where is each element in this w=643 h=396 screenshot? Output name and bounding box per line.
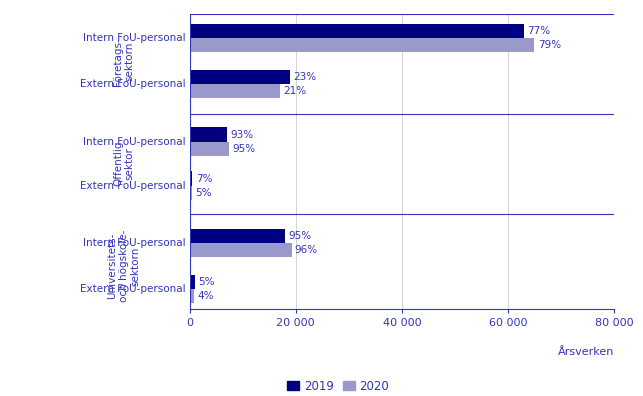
- Text: Intern FoU-personal: Intern FoU-personal: [83, 137, 185, 147]
- Text: 21%: 21%: [283, 86, 306, 96]
- Text: 5%: 5%: [195, 188, 212, 198]
- Text: Extern FoU-personal: Extern FoU-personal: [80, 79, 185, 89]
- Text: 5%: 5%: [198, 277, 214, 287]
- Text: 77%: 77%: [527, 26, 550, 36]
- Bar: [190, 84, 280, 98]
- Text: Intern FoU-personal: Intern FoU-personal: [83, 33, 185, 43]
- Bar: [190, 171, 192, 186]
- Text: Extern FoU-personal: Extern FoU-personal: [80, 284, 185, 294]
- Bar: [190, 141, 230, 156]
- Text: 23%: 23%: [294, 72, 317, 82]
- Text: 4%: 4%: [197, 291, 213, 301]
- Text: Universitets-
och högskole-
sektorn: Universitets- och högskole- sektorn: [107, 230, 141, 302]
- Bar: [190, 289, 194, 303]
- Text: Intern FoU-personal: Intern FoU-personal: [83, 238, 185, 248]
- Bar: [190, 38, 534, 52]
- Text: Offentlig
sektor: Offentlig sektor: [113, 141, 134, 187]
- Text: 79%: 79%: [538, 40, 561, 50]
- Bar: [190, 275, 195, 289]
- Text: 95%: 95%: [233, 144, 256, 154]
- Bar: [190, 70, 291, 84]
- Text: 95%: 95%: [288, 231, 311, 241]
- Text: Extern FoU-personal: Extern FoU-personal: [80, 181, 185, 190]
- Bar: [190, 24, 524, 38]
- Bar: [190, 229, 285, 243]
- Bar: [190, 186, 192, 200]
- Text: Företags-
sektorn: Företags- sektorn: [113, 37, 134, 86]
- Bar: [190, 243, 291, 257]
- X-axis label: Årsverken: Årsverken: [557, 347, 614, 357]
- Text: 7%: 7%: [195, 173, 212, 183]
- Text: 96%: 96%: [294, 245, 318, 255]
- Legend: 2019, 2020: 2019, 2020: [282, 375, 394, 396]
- Bar: [190, 128, 227, 141]
- Text: 93%: 93%: [230, 129, 253, 139]
